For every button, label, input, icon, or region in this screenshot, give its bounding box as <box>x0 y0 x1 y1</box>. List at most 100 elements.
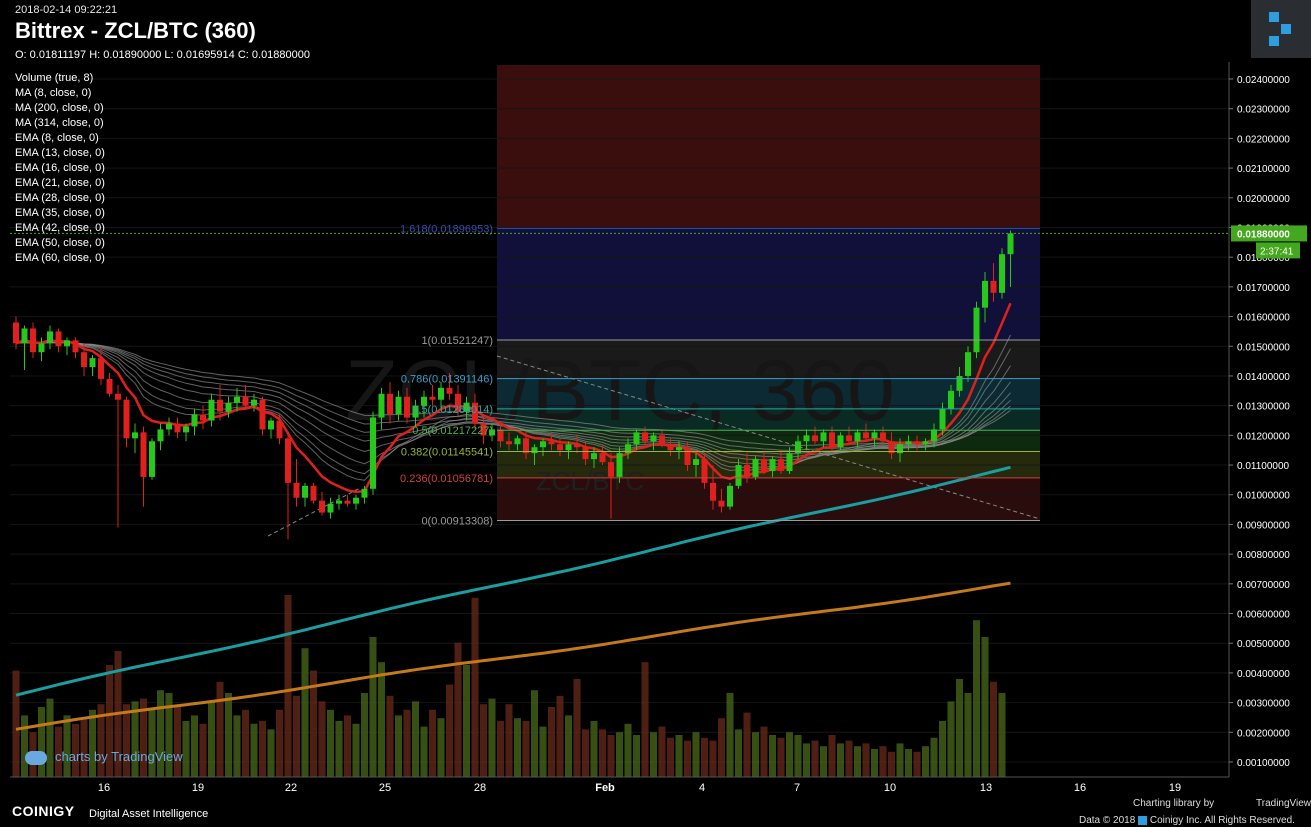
price-tick-label: 0.02100000 <box>1237 164 1290 175</box>
indicator-ma-200[interactable]: MA (200, close, 0) <box>15 102 104 114</box>
volume-bar <box>429 709 436 777</box>
candle-body <box>514 438 521 445</box>
countdown-label: 2:37:41 <box>1260 246 1294 257</box>
volume-bar <box>548 707 555 777</box>
fibonacci-lines: 1.618(0.01896953) 1(0.01521247) 0.786(0.01… <box>10 223 1229 527</box>
price-axis: 0.02400000 0.02300000 0.02200000 0.02100000… <box>1228 62 1307 777</box>
fib-zone <box>497 228 1040 340</box>
candle-body <box>812 435 818 442</box>
candle-body <box>854 432 861 442</box>
indicator-ema-35[interactable]: EMA (35, close, 0) <box>15 207 105 219</box>
candle-body <box>361 488 368 498</box>
price-tick-label: 0.00100000 <box>1237 758 1290 769</box>
tradingview-link[interactable]: TradingView <box>1256 798 1311 809</box>
candle-body <box>684 447 691 466</box>
volume-bar <box>633 735 640 777</box>
volume-bar <box>684 740 691 777</box>
volume-bar <box>208 701 215 777</box>
price-tick-label: 0.00200000 <box>1237 728 1290 739</box>
price-tick-label: 0.02400000 <box>1237 75 1290 86</box>
candle-body <box>880 432 886 442</box>
indicator-ema-21[interactable]: EMA (21, close, 0) <box>15 177 105 189</box>
candle-body <box>735 465 742 486</box>
candle-body <box>81 352 87 368</box>
volume-bar <box>55 726 62 777</box>
volume-bar <box>522 721 530 777</box>
candle-body <box>829 432 835 448</box>
volume-bar <box>760 726 768 777</box>
price-tick-label: 0.02300000 <box>1237 105 1290 116</box>
volume-bar <box>922 746 929 777</box>
data-credit: Data © 2018 Coinigy Inc. All Rights Rese… <box>1079 815 1295 826</box>
candle-body <box>344 500 351 504</box>
coinigy-logo-icon[interactable] <box>1251 0 1311 58</box>
volume-bar <box>106 665 113 777</box>
volume-bar <box>293 695 300 777</box>
indicator-ema-42[interactable]: EMA (42, close, 0) <box>15 222 105 234</box>
price-tick-label: 0.01300000 <box>1237 402 1290 413</box>
volume-bar <box>709 740 717 777</box>
coinigy-brand[interactable]: COINIGY <box>12 803 75 819</box>
trend-line <box>496 355 1041 520</box>
volume-bar <box>667 737 674 777</box>
indicator-ema-28[interactable]: EMA (28, close, 0) <box>15 192 105 204</box>
candle-body <box>803 435 810 442</box>
indicator-legend: Volume (true, 8) MA (8, close, 0) MA (20… <box>15 71 105 266</box>
candle-body <box>438 387 444 400</box>
volume-bar <box>267 729 275 777</box>
volume-bar <box>947 701 955 777</box>
volume-bar <box>973 620 980 777</box>
trend-lines <box>267 355 1041 537</box>
fibonacci-zones <box>497 65 1040 521</box>
indicator-ema-8[interactable]: EMA (8, close, 0) <box>15 132 99 144</box>
candle-body <box>718 500 725 507</box>
candle-body <box>973 307 980 353</box>
tradingview-watermark[interactable]: charts by TradingView <box>25 749 183 765</box>
candlesticks <box>13 230 1014 540</box>
volume-bar <box>361 693 368 777</box>
indicator-ema-16[interactable]: EMA (16, close, 0) <box>15 162 105 174</box>
candle-body <box>710 482 716 501</box>
indicator-ma-314[interactable]: MA (314, close, 0) <box>15 117 104 129</box>
indicator-ma-8[interactable]: MA (8, close, 0) <box>15 87 92 99</box>
candle-body <box>837 435 844 448</box>
volume-bar <box>284 595 292 777</box>
indicator-ema-50[interactable]: EMA (50, close, 0) <box>15 237 105 249</box>
volume-bar <box>250 723 258 777</box>
price-tick-label: 0.01700000 <box>1237 283 1290 294</box>
indicator-ema-60[interactable]: EMA (60, close, 0) <box>15 252 105 264</box>
volume-bar <box>820 746 827 777</box>
volume-bar <box>318 701 326 777</box>
volume-bar <box>131 701 139 777</box>
volume-bar <box>97 704 105 777</box>
time-axis: 16 19 22 25 28 Feb 4 7 10 13 16 19 <box>10 776 1229 794</box>
price-tick-label: 0.01400000 <box>1237 372 1290 383</box>
symbol-watermark-small: ZCL/BTC <box>536 466 644 496</box>
coinigy-small-icon <box>1138 815 1148 825</box>
volume-bar <box>896 743 904 777</box>
candle-body <box>599 453 606 463</box>
volume-bar <box>174 707 181 777</box>
volume-bar <box>862 743 870 777</box>
brand-tagline: Digital Asset Intelligence <box>89 808 209 820</box>
indicator-volume[interactable]: Volume (true, 8) <box>15 72 94 84</box>
volume-bar <box>233 715 241 777</box>
price-tick-label: 0.02200000 <box>1237 134 1290 145</box>
candle-body <box>931 429 937 442</box>
ema-ribbon-line <box>15 341 1011 455</box>
price-tick-label: 0.00600000 <box>1237 610 1290 621</box>
indicator-ema-13[interactable]: EMA (13, close, 0) <box>15 147 105 159</box>
candle-body <box>625 444 631 454</box>
candle-body <box>820 432 827 442</box>
volume-bar <box>403 709 411 777</box>
volume-bar <box>607 735 615 777</box>
volume-bar <box>939 721 946 777</box>
volume-bar <box>259 721 266 777</box>
time-tick-label: 13 <box>980 782 992 794</box>
candle-body <box>982 280 988 308</box>
fib-label: 0.786(0.01391146) <box>401 374 493 386</box>
volume-bar <box>531 690 538 777</box>
candle-body <box>310 485 317 501</box>
volume-bar <box>72 723 79 777</box>
